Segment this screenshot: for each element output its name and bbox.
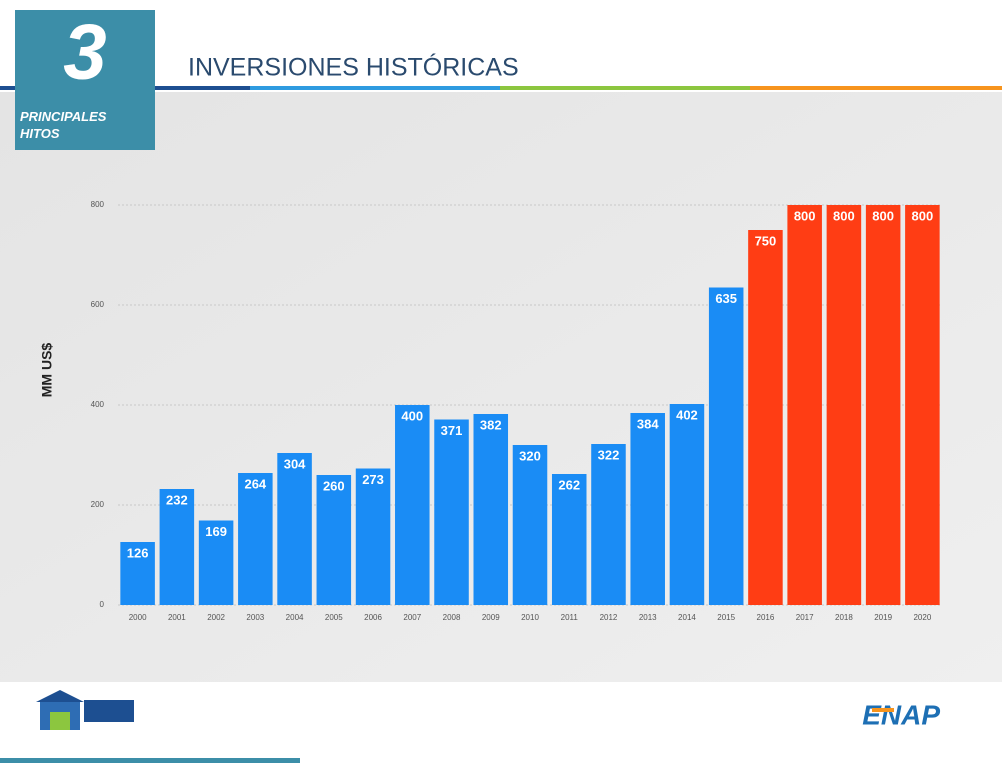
value-label: 635 [715, 291, 737, 306]
footer-rule [0, 758, 300, 763]
x-tick-label: 2013 [639, 613, 657, 622]
value-label: 304 [284, 456, 306, 471]
value-label: 320 [519, 448, 541, 463]
logo-enap: ENAP [862, 699, 940, 730]
x-tick-label: 2018 [835, 613, 853, 622]
y-tick-label: 800 [91, 200, 105, 209]
value-label: 384 [637, 416, 659, 431]
x-tick-label: 2007 [403, 613, 421, 622]
x-tick-label: 2019 [874, 613, 892, 622]
logo-icon [50, 712, 70, 730]
badge [15, 10, 155, 150]
x-tick-label: 2005 [325, 613, 343, 622]
bar [355, 468, 391, 605]
x-tick-label: 2008 [443, 613, 461, 622]
value-label: 800 [794, 208, 816, 223]
x-tick-label: 2002 [207, 613, 225, 622]
rule [750, 86, 1002, 90]
bar [708, 287, 744, 605]
x-tick-label: 2009 [482, 613, 500, 622]
y-tick-label: 400 [91, 400, 105, 409]
x-tick-label: 2011 [561, 613, 579, 622]
value-label: 371 [441, 423, 463, 438]
logo-icon [84, 700, 134, 722]
value-label: 273 [362, 472, 384, 487]
bar [591, 444, 626, 605]
value-label: 264 [244, 476, 266, 491]
x-tick-label: 2000 [129, 613, 147, 622]
bar [434, 419, 469, 605]
bar [159, 489, 195, 605]
value-label: 382 [480, 417, 502, 432]
y-tick-label: 600 [91, 300, 105, 309]
bar [473, 414, 509, 605]
bar [865, 205, 901, 605]
value-label: 750 [755, 233, 777, 248]
bar [316, 475, 352, 605]
bar [120, 542, 155, 605]
chart-title: INVERSIONES HISTÓRICAS [188, 53, 519, 82]
x-tick-label: 2006 [364, 613, 382, 622]
value-label: 126 [127, 545, 149, 560]
badge-label-box: PRINCIPALES HITOS [20, 109, 107, 141]
bar [198, 520, 234, 605]
badge-number: 3 [63, 8, 106, 96]
value-label: 800 [872, 208, 894, 223]
x-tick-label: 2004 [286, 613, 304, 622]
bar [826, 205, 862, 605]
x-tick-label: 2001 [168, 613, 186, 622]
rule [500, 86, 750, 90]
x-tick-label: 2010 [521, 613, 539, 622]
y-tick-label: 200 [91, 500, 105, 509]
value-label: 322 [598, 447, 620, 462]
logo-icon [36, 690, 84, 702]
x-tick-label: 2020 [913, 613, 931, 622]
bar [630, 413, 665, 605]
y-tick-label: 0 [100, 600, 105, 609]
bar [748, 230, 783, 605]
value-label: 402 [676, 407, 698, 422]
value-label: 232 [166, 492, 188, 507]
value-label: 800 [833, 208, 855, 223]
bar [277, 453, 312, 605]
bar [551, 474, 587, 605]
value-label: 800 [912, 208, 934, 223]
footer [0, 682, 1002, 763]
value-label: 169 [205, 524, 227, 539]
x-tick-label: 2012 [600, 613, 618, 622]
x-tick-label: 2017 [796, 613, 814, 622]
bar [512, 445, 548, 605]
rule [250, 86, 500, 90]
x-tick-label: 2015 [717, 613, 735, 622]
logo-icon [872, 708, 894, 712]
bar [787, 205, 822, 605]
bar [238, 473, 273, 605]
x-tick-label: 2003 [246, 613, 264, 622]
x-tick-label: 2016 [757, 613, 775, 622]
value-label: 262 [558, 477, 580, 492]
x-tick-label: 2014 [678, 613, 696, 622]
value-label: 260 [323, 478, 345, 493]
bar [395, 405, 430, 605]
bar [669, 404, 705, 605]
badge-label: PRINCIPALES HITOS [20, 109, 107, 141]
value-label: 400 [401, 408, 423, 423]
bar [905, 205, 940, 605]
y-axis-label: MM US$ [39, 343, 55, 398]
